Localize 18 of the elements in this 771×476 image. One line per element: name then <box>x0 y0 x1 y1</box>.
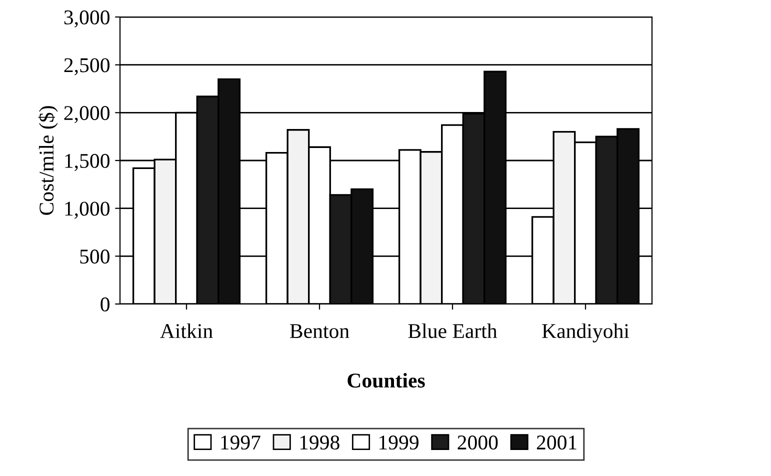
y-tick-label: 1,000 <box>65 202 110 219</box>
legend-label: 1999 <box>380 436 418 450</box>
y-tick-label: 500 <box>80 250 110 264</box>
x-tick-label: Aitkin <box>160 323 213 338</box>
x-tick-label: Benton <box>290 324 350 338</box>
y-tick-label: 3,000 <box>64 10 110 28</box>
y-tick-label: 0 <box>100 297 110 312</box>
y-tick-label: 1,500 <box>65 154 110 171</box>
legend-label: 2001 <box>536 436 576 450</box>
legend-label: 2000 <box>458 436 498 450</box>
y-tick-label: 2,000 <box>64 106 110 124</box>
x-tick-label: Kandiyohi <box>542 323 630 342</box>
x-axis-title: Counties <box>348 372 425 388</box>
x-tick-label: Blue Earth <box>408 323 498 338</box>
legend-label: 1998 <box>300 436 340 450</box>
y-axis-title: Cost/mile ($) <box>38 106 58 215</box>
y-tick-label: 2,500 <box>64 58 110 76</box>
legend-label: 1997 <box>221 436 260 450</box>
